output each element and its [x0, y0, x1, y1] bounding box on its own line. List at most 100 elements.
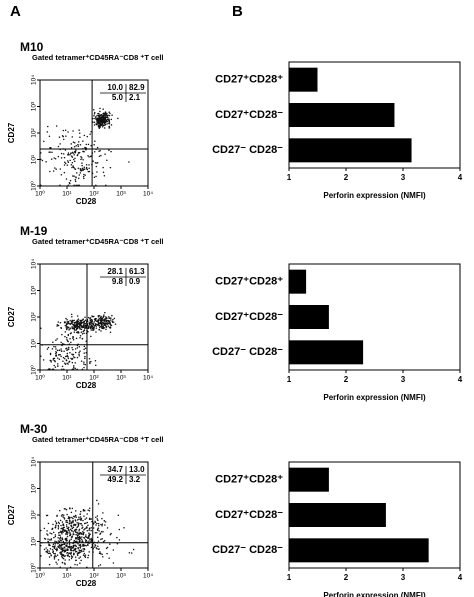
event-dot	[101, 126, 104, 128]
event-dot	[75, 144, 78, 147]
event-dot	[64, 149, 67, 151]
event-dot	[84, 327, 86, 330]
event-dot	[73, 319, 75, 322]
event-dot	[93, 115, 95, 117]
event-dot	[79, 350, 81, 352]
event-dot	[106, 120, 109, 123]
event-dot	[105, 326, 108, 328]
event-dot	[74, 362, 76, 364]
event-dot	[68, 546, 71, 548]
event-dot	[45, 547, 47, 549]
event-dot	[53, 364, 55, 367]
event-dot	[74, 563, 76, 566]
event-dot	[71, 316, 73, 318]
event-dot	[72, 339, 75, 341]
event-dot	[94, 520, 96, 523]
event-dot	[63, 562, 66, 564]
event-dot	[80, 533, 83, 535]
event-dot	[41, 159, 44, 162]
event-dot	[76, 315, 79, 317]
event-dot	[83, 320, 86, 323]
event-dot	[73, 151, 76, 153]
event-dot	[62, 547, 64, 550]
event-dot	[90, 518, 92, 520]
event-dot	[66, 525, 68, 528]
event-dot	[56, 349, 59, 352]
event-dot	[52, 543, 55, 545]
event-dot	[50, 361, 52, 363]
event-dot	[60, 524, 62, 527]
event-dot	[82, 321, 85, 323]
event-dot	[65, 524, 68, 526]
event-dot	[69, 327, 71, 329]
event-dot	[80, 323, 82, 325]
event-dot	[57, 528, 60, 530]
event-dot	[56, 548, 58, 551]
event-dot	[100, 530, 103, 533]
event-dot	[47, 346, 50, 349]
event-dot	[81, 338, 84, 340]
event-dot	[72, 353, 75, 356]
event-dot	[55, 125, 58, 127]
event-dot	[70, 552, 72, 555]
event-dot	[116, 543, 119, 545]
event-dot	[108, 127, 111, 129]
event-dot	[72, 130, 74, 132]
event-dot	[72, 335, 74, 338]
event-dot	[77, 145, 80, 148]
event-dot	[104, 153, 106, 155]
event-dot	[60, 531, 63, 534]
event-dot	[54, 535, 57, 538]
x-tick-label: 10²	[89, 573, 99, 580]
event-dot	[69, 352, 71, 354]
event-dot	[54, 540, 56, 542]
event-dot	[59, 143, 61, 145]
event-dot	[88, 527, 91, 530]
event-dot	[70, 152, 72, 154]
quadrant-value: 5.0	[112, 93, 124, 102]
event-dot	[69, 531, 71, 534]
event-dot	[74, 520, 77, 522]
event-dot	[101, 517, 103, 520]
event-dot	[67, 517, 69, 520]
event-dot	[96, 171, 98, 173]
event-dot	[82, 510, 85, 512]
event-dot	[78, 129, 80, 131]
event-dot	[78, 174, 81, 176]
event-dot	[90, 540, 92, 543]
y-tick-label: 10⁴	[31, 259, 38, 269]
event-dot	[80, 522, 83, 525]
event-dot	[77, 152, 80, 154]
y-tick-label: 10¹	[31, 536, 38, 546]
event-dot	[89, 327, 92, 330]
event-dot	[95, 516, 97, 518]
event-dot	[112, 318, 114, 321]
event-dot	[59, 321, 62, 324]
event-dot	[66, 519, 68, 522]
event-dot	[75, 337, 78, 340]
event-dot	[93, 121, 96, 124]
y-tick-label: 10²	[31, 509, 38, 519]
event-dot	[86, 566, 88, 568]
event-dot	[92, 117, 94, 120]
event-dot	[85, 540, 87, 543]
x-tick-label: 10⁴	[143, 573, 153, 580]
event-dot	[106, 552, 108, 555]
event-dot	[81, 526, 84, 528]
event-dot	[87, 544, 89, 546]
event-dot	[69, 332, 72, 335]
event-dot	[55, 168, 57, 170]
event-dot	[49, 170, 51, 173]
event-dot	[86, 168, 89, 171]
event-dot	[90, 324, 93, 327]
event-dot	[60, 548, 62, 551]
quadrant-value: 0.9	[129, 277, 141, 286]
event-dot	[70, 557, 73, 560]
event-dot	[96, 528, 99, 530]
event-dot	[100, 154, 102, 157]
event-dot	[62, 514, 65, 516]
event-dot	[79, 513, 82, 515]
event-dot	[77, 177, 80, 179]
event-dot	[54, 158, 57, 160]
event-dot	[87, 143, 90, 146]
